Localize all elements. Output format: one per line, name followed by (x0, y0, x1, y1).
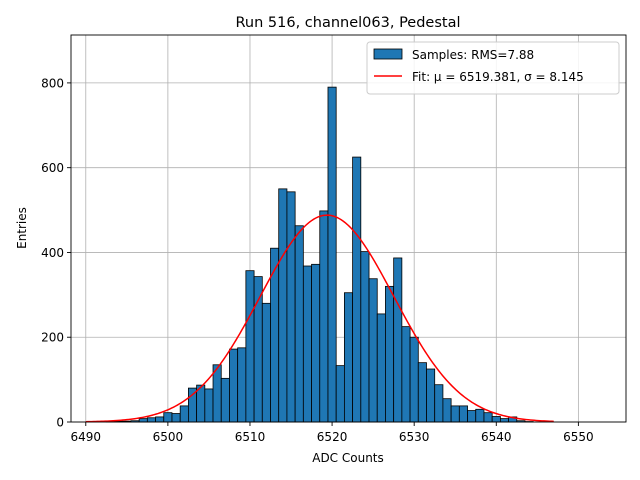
legend-box (366, 41, 620, 95)
histogram-bar (426, 368, 436, 423)
histogram-bar (343, 292, 354, 423)
histogram-bar (327, 86, 337, 423)
histogram-bar (417, 362, 427, 423)
x-tick-label: 6540 (481, 430, 512, 444)
y-tick-label: 600 (41, 161, 64, 175)
histogram-bar (138, 418, 148, 423)
histogram-bar (475, 408, 485, 423)
histogram-bar (319, 210, 329, 423)
histogram-bar (401, 326, 411, 423)
histogram-bar (467, 410, 477, 423)
histogram-bar (434, 384, 444, 423)
histogram-bar (146, 417, 156, 423)
y-tick-label: 400 (41, 246, 64, 260)
y-axis-ticks: 0 200 400 600 800 (41, 76, 71, 430)
x-tick-label: 6490 (71, 430, 102, 444)
histogram-bar (220, 377, 230, 423)
x-tick-label: 6510 (235, 430, 266, 444)
y-tick-label: 800 (41, 76, 64, 90)
histogram-bar (376, 313, 386, 423)
x-axis-label: ADC Counts (312, 451, 384, 465)
histogram-bar (204, 388, 214, 423)
histogram-bar (212, 364, 222, 423)
legend-fit-label: Fit: μ = 6519.381, σ = 8.145 (412, 70, 584, 84)
histogram-bar (171, 413, 181, 423)
x-tick-label: 6550 (563, 430, 594, 444)
legend-histogram-swatch (373, 48, 403, 60)
histogram-bar (360, 251, 370, 423)
y-tick-label: 0 (56, 416, 64, 430)
histogram-bar (450, 405, 460, 423)
legend: Samples: RMS=7.88 Fit: μ = 6519.381, σ =… (366, 41, 620, 95)
histogram-bar (188, 387, 198, 423)
histogram-bar (458, 405, 468, 423)
legend-histogram-label: Samples: RMS=7.88 (412, 48, 534, 62)
x-axis-ticks: 6490 6500 6510 6520 6530 6540 6550 (71, 422, 594, 444)
histogram-bar (442, 398, 452, 423)
histogram-bar (311, 263, 321, 423)
histogram-bar (179, 405, 189, 423)
histogram-bars (105, 86, 534, 423)
histogram-bar (278, 188, 288, 423)
histogram-bar (163, 412, 173, 423)
histogram-bar (237, 347, 247, 423)
histogram-bar (368, 278, 378, 423)
histogram-bar (286, 191, 296, 423)
histogram-bar (335, 365, 345, 423)
plot-frame (70, 34, 627, 423)
histogram-bar (261, 302, 271, 423)
histogram-bar (352, 156, 362, 423)
histogram-bar (245, 270, 255, 423)
x-tick-label: 6520 (317, 430, 348, 444)
histogram-bar (294, 225, 304, 423)
y-tick-label: 200 (41, 331, 64, 345)
histogram-bar (253, 276, 263, 423)
histogram-bar (409, 336, 419, 423)
histogram-bar (302, 265, 312, 423)
histogram-bar (483, 412, 493, 423)
histogram-bar (393, 257, 403, 423)
chart-title: Run 516, channel063, Pedestal (235, 15, 460, 31)
histogram-bar (385, 285, 395, 423)
x-tick-label: 6500 (153, 430, 184, 444)
histogram-bar (229, 348, 239, 423)
histogram-bar (491, 416, 501, 423)
x-tick-label: 6530 (399, 430, 430, 444)
histogram-bar (499, 418, 509, 423)
histogram-bar (155, 416, 165, 423)
y-axis-label: Entries (15, 207, 29, 249)
fit-curve (85, 214, 554, 423)
